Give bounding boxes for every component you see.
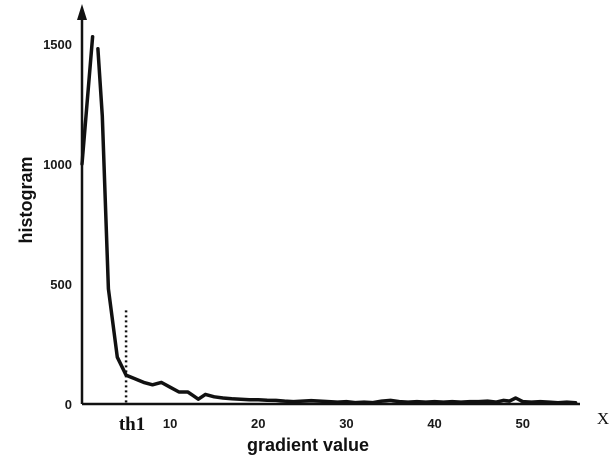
y-tick-labels: 0 500 1000 1500 (43, 37, 72, 412)
x-tick-label: 50 (515, 416, 529, 431)
series-line-segment (80, 35, 95, 166)
x-tick-label: 40 (427, 416, 441, 431)
y-axis-title: histogram (16, 156, 36, 243)
x-tick-label: 20 (251, 416, 265, 431)
y-axis-arrowhead (77, 4, 87, 20)
x-tick-label: 10 (163, 416, 177, 431)
series-line-segment (96, 47, 578, 405)
y-tick-label: 1500 (43, 37, 72, 52)
y-tick-label: 0 (65, 397, 72, 412)
series-lines (80, 35, 578, 405)
x-axis-title: gradient value (247, 435, 369, 455)
y-tick-label: 1000 (43, 157, 72, 172)
x-tick-label: 30 (339, 416, 353, 431)
threshold-label: th1 (119, 414, 145, 435)
x-tick-labels: 10 20 30 40 50 (163, 416, 530, 431)
x-axis-end-label: X (597, 409, 609, 428)
y-tick-label: 500 (50, 277, 72, 292)
